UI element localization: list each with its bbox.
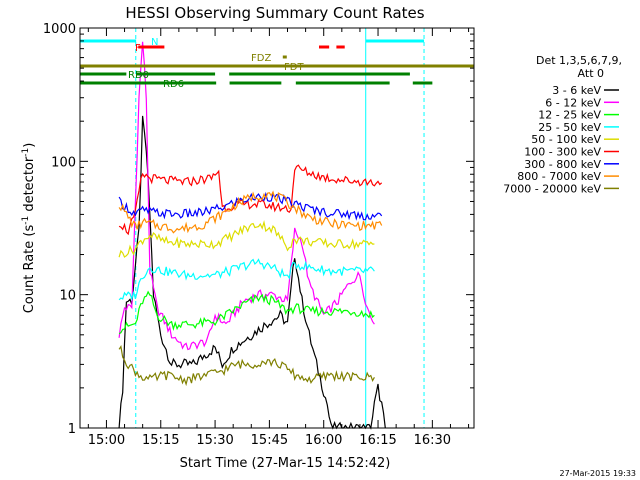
y-tick-label-100: 100 — [51, 155, 76, 170]
y-tick-label-1000: 1000 — [43, 22, 76, 37]
y-axis-label-superscript: -1 — [21, 148, 31, 157]
y-axis-label-part: ) — [22, 143, 37, 148]
flag-label-fdz: FDZ — [251, 53, 271, 64]
series-line-3-6-kev — [118, 115, 386, 430]
x-tick-label-16-00: 16:00 — [305, 433, 342, 448]
legend-label-7000-20000-kev: 7000 - 20000 keV — [503, 182, 601, 195]
series-line-300-800-kev — [118, 191, 383, 221]
y-axis-label-superscript: -1 — [21, 216, 31, 225]
legend-label-3-6-kev: 3 - 6 keV — [552, 84, 601, 97]
flag-label-fdt: FDT — [284, 62, 304, 73]
plot-frame — [79, 27, 475, 429]
legend-label-800-7000-kev: 800 - 7000 keV — [517, 170, 601, 183]
legend-label-50-100-kev: 50 - 100 keV — [531, 133, 601, 146]
legend-label-100-300-kev: 100 - 300 keV — [524, 146, 601, 159]
y-axis-label-text: Count Rate (s-1 detector-1) — [21, 143, 37, 314]
axes: 1 10 100 1000 15:00 15:15 15:30 15:45 16:00 16:15… — [43, 22, 475, 448]
flag-label-rd6: RD6 — [163, 79, 184, 90]
x-tick-label-15-45: 15:45 — [251, 433, 288, 448]
legend-header-line-2: Att 0 — [578, 67, 604, 80]
x-tick-label-15-15: 15:15 — [142, 433, 179, 448]
series-line-100-300-kev — [118, 164, 383, 236]
footer-timestamp: 27-Mar-2015 19:33 — [560, 469, 637, 478]
flag-label-n: N — [151, 37, 158, 48]
series-line-800-7000-kev — [118, 190, 383, 234]
y-tick-label-10: 10 — [59, 289, 76, 304]
chart-title: HESSI Observing Summary Count Rates — [125, 4, 424, 22]
flag-label-f: F — [135, 43, 141, 54]
series-line-12-25-kev — [118, 290, 375, 335]
series-line-6-12-kev — [118, 41, 375, 351]
x-axis-label: Start Time (27-Mar-15 14:52:42) — [180, 456, 391, 471]
plot-area: NF FDZ FDT RD0 RD6 — [79, 28, 474, 430]
y-axis-label-part: Count Rate (s — [22, 225, 37, 314]
series-line-25-50-kev — [118, 258, 375, 301]
x-tick-label-15-30: 15:30 — [196, 433, 233, 448]
y-axis-label: Count Rate (s-1 detector-1) — [21, 143, 37, 314]
legend-label-300-800-kev: 300 - 800 keV — [524, 158, 601, 171]
x-tick-label-15-00: 15:00 — [88, 433, 125, 448]
series-line-50-100-kev — [118, 220, 375, 258]
flag-label-rd0: RD0 — [128, 70, 149, 81]
legend-label-25-50-kev: 25 - 50 keV — [538, 121, 601, 134]
legend-label-12-25-kev: 12 - 25 keV — [538, 109, 601, 122]
y-tick-label-1: 1 — [68, 422, 76, 437]
legend-header-line-1: Det 1,3,5,6,7,9, — [536, 54, 622, 67]
y-axis-label-part: detector — [22, 156, 37, 216]
x-tick-label-16-30: 16:30 — [414, 433, 451, 448]
series-line-7000-20000-kev — [118, 345, 375, 387]
x-tick-label-16-15: 16:15 — [359, 433, 396, 448]
legend-label-6-12-kev: 6 - 12 keV — [545, 96, 601, 109]
